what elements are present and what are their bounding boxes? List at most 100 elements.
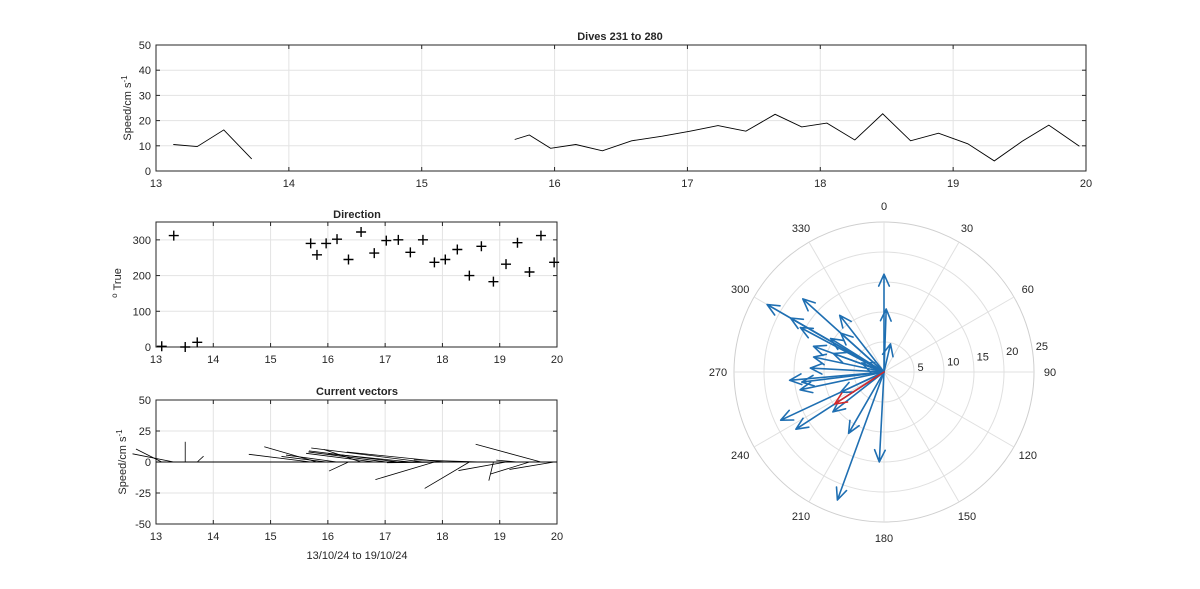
compass-vector [766,303,885,373]
current-vector [306,452,375,463]
direction-plot: Direction oTrue 13 14 15 16 17 18 19 2001002003… [110,209,563,366]
speed-ytick-label: 40 [139,65,151,77]
compass-vector [873,371,886,463]
direction-point [180,342,191,352]
direction-xtick-label: 15 [264,354,276,366]
direction-point [156,341,167,352]
compass-radius-label: 20 [1006,346,1018,358]
direction-point [393,234,404,245]
direction-ytick-label: 0 [145,342,151,354]
direction-point [381,235,392,246]
compass-vector [812,353,885,373]
compass-angle-label: 120 [1019,450,1037,462]
compass-vector [835,371,885,501]
compass-angle-label: 240 [731,450,749,462]
current-vector [285,454,338,463]
direction-xtick-label: 16 [322,354,334,366]
compass-spoke [883,241,960,373]
direction-point [488,276,499,287]
vectors-xtick-label: 14 [207,531,219,543]
speed-plot-area [156,45,1086,171]
compass-angle-label: 90 [1044,367,1056,379]
direction-point [405,247,416,258]
direction-point [311,249,322,260]
direction-plot-area [156,222,557,347]
current-vector [490,461,530,475]
current-vector [248,453,311,463]
vectors-ytick-label: -50 [135,519,151,531]
current-vector [132,453,174,463]
compass-angle-label: 180 [875,533,893,545]
direction-xtick-label: 14 [207,354,219,366]
current-vector [475,443,542,463]
direction-point [305,238,316,249]
direction-title: Direction [333,209,381,221]
compass-angle-label: 60 [1022,284,1034,296]
speed-title: Dives 231 to 280 [577,31,663,43]
direction-point [452,244,463,255]
current-vector [328,453,411,463]
direction-point [440,254,451,265]
vectors-ytick-label: 0 [145,457,151,469]
direction-ytick-label: 300 [133,235,151,247]
speed-xtick-label: 19 [947,178,959,190]
speed-series-line [514,113,1080,162]
current-vector [424,461,470,489]
speed-series-line [173,129,253,160]
direction-point [464,270,475,281]
direction-xtick-label: 17 [379,354,391,366]
direction-xtick-label: 13 [150,354,162,366]
speed-xtick-label: 18 [814,178,826,190]
direction-point [356,227,367,237]
direction-point [501,259,512,270]
speed-xtick-label: 16 [548,178,560,190]
speed-xtick-label: 13 [150,178,162,190]
compass-vector [877,273,891,373]
direction-point [524,267,535,277]
compass-spoke [883,371,960,503]
compass-radius-label: 5 [918,362,924,374]
current-vector [311,447,424,463]
current-vector [135,448,162,463]
current-vector [496,459,518,463]
direction-ytick-label: 200 [133,271,151,283]
vectors-plot: Current vectors Speed/cm s-1 13/10/24 to… [115,386,563,562]
direction-point [192,337,203,348]
vectors-xtick-label: 15 [264,531,276,543]
compass-vector [799,371,885,394]
speed-ytick-label: 0 [145,166,151,178]
compass-angle-label: 0 [881,201,887,213]
direction-point [476,241,487,252]
direction-point [512,237,523,248]
direction-point [535,230,546,241]
direction-xtick-label: 19 [494,354,506,366]
vectors-xtick-label: 19 [494,531,506,543]
vectors-xtick-label: 18 [436,531,448,543]
compass-spoke [883,371,1015,448]
speed-plot: Dives 231 to 280 Speed/cm s-1 13 14 15 16 17… [120,31,1092,190]
compass-spoke [883,296,1015,373]
current-vector [375,461,435,480]
direction-xtick-label: 18 [436,354,448,366]
speed-xtick-label: 15 [416,178,428,190]
compass-radius-label: 25 [1036,341,1048,353]
vectors-ytick-label: -25 [135,488,151,500]
direction-point [417,234,428,245]
compass-angle-label: 30 [961,223,973,235]
compass-angle-label: 300 [731,284,749,296]
direction-point [321,238,332,249]
compass-vector [838,314,885,373]
compass-vector [802,298,885,373]
speed-ytick-label: 50 [139,40,151,52]
direction-point [549,257,560,268]
speed-ytick-label: 30 [139,90,151,102]
speed-ytick-label: 20 [139,116,151,128]
direction-point [429,257,440,268]
compass-vector [847,371,885,435]
vectors-xtick-label: 13 [150,531,162,543]
compass-vector [809,362,885,375]
current-vector [509,461,555,470]
vectors-ylabel: Speed/cm s-1 [115,429,129,495]
speed-ylabel: Speed/cm s-1 [120,75,134,141]
